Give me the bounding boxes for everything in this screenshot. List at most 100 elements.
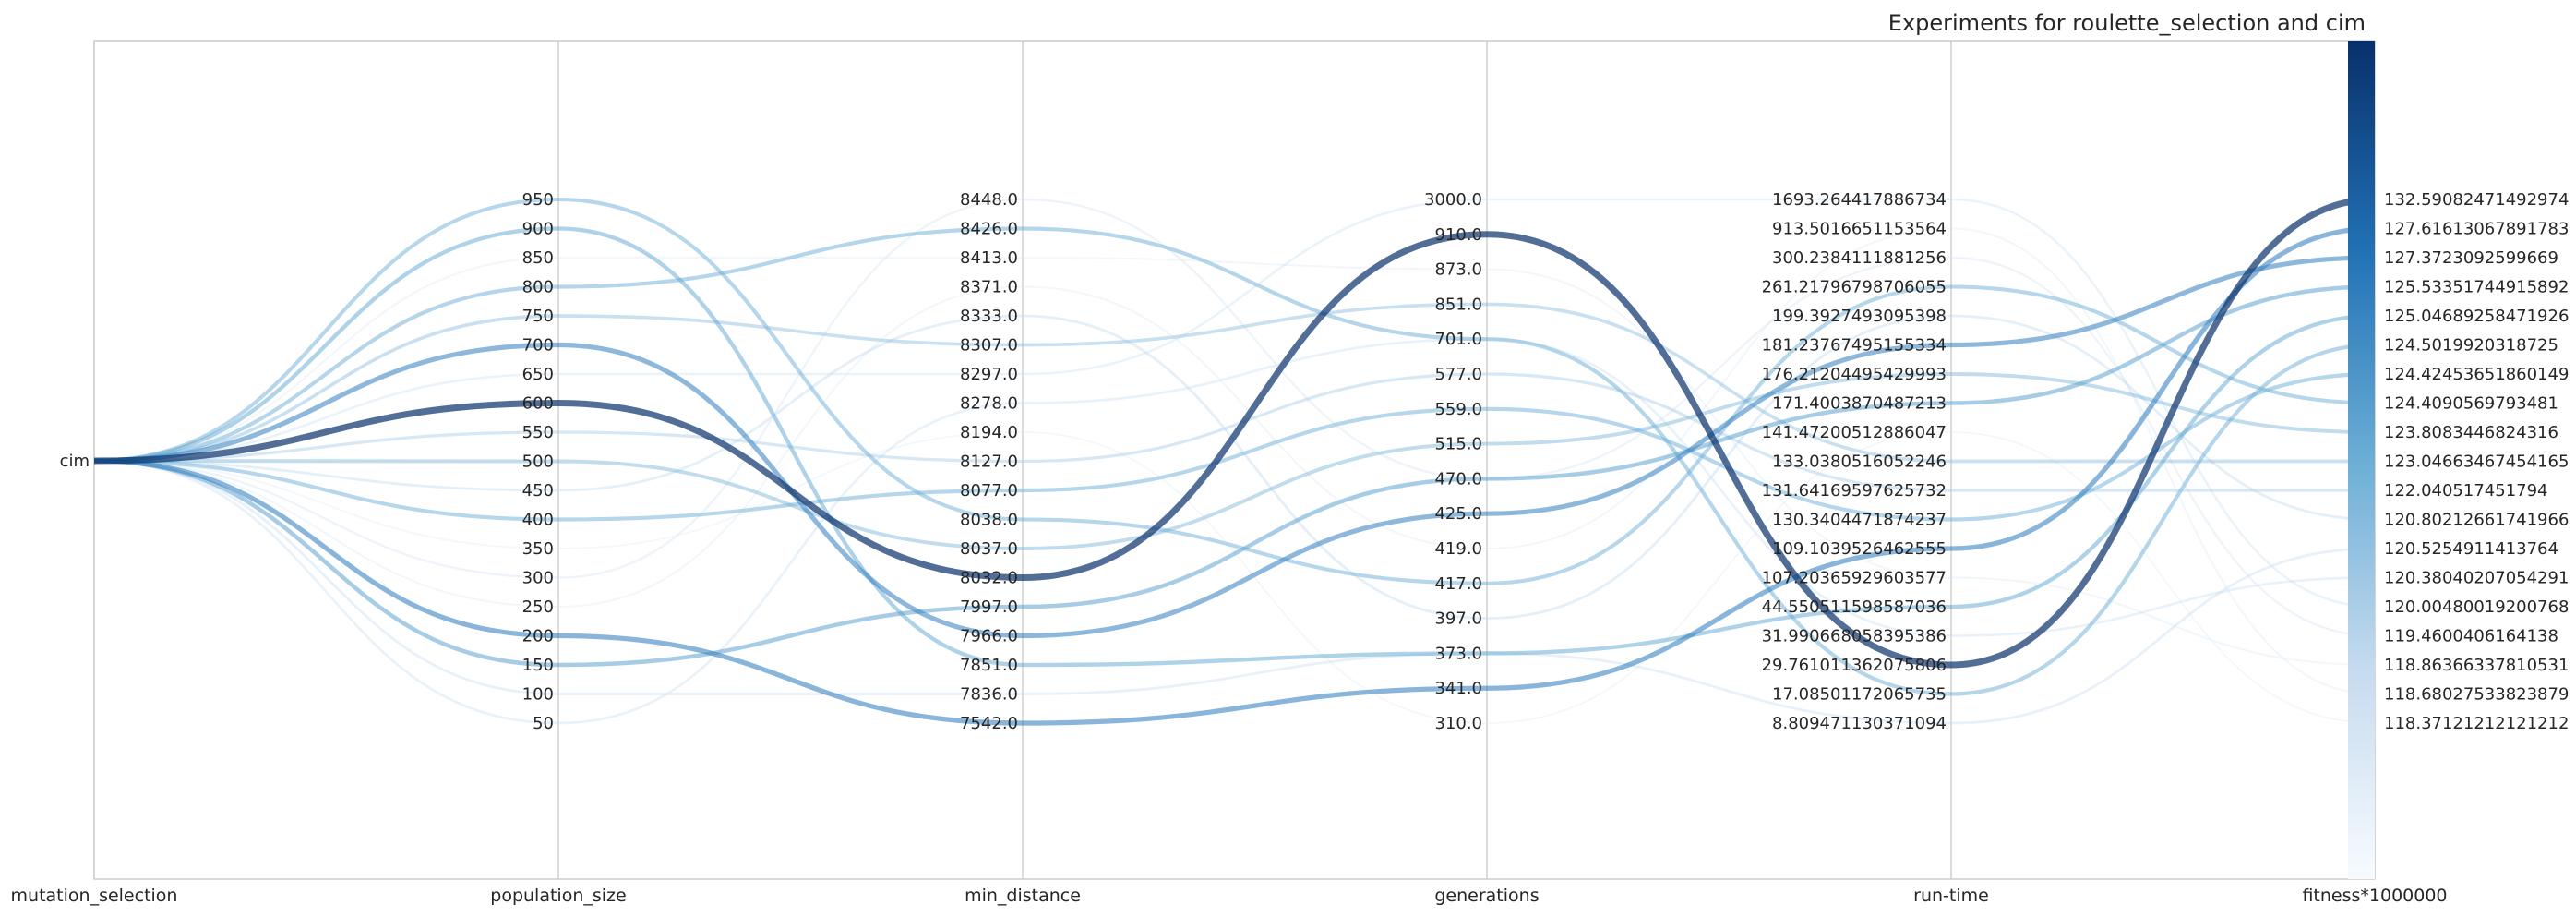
axis-title-generations: generations (1434, 886, 1539, 906)
tick-label: 118.86366337810531 (2384, 656, 2569, 675)
tick-label: 400 (522, 511, 554, 530)
tick-label: 17.08501172065735 (1772, 685, 1947, 705)
tick-label: 130.3404471874237 (1772, 511, 1947, 530)
axis-title-min-distance: min_distance (965, 886, 1081, 906)
tick-label: 119.4600406164138 (2384, 627, 2558, 646)
tick-label: 131.64169597625732 (1762, 481, 1947, 501)
tick-label: 7836.0 (960, 685, 1018, 705)
tick-label: 425.0 (1434, 504, 1482, 524)
colorbar (2348, 41, 2375, 879)
tick-label: 7997.0 (960, 597, 1018, 617)
tick-label: cim (60, 452, 90, 471)
tick-label: 450 (522, 481, 554, 501)
data-line (93, 226, 2376, 668)
tick-label: 559.0 (1434, 400, 1482, 419)
tick-label: 550 (522, 423, 554, 442)
axis-title-population-size: population_size (490, 886, 626, 906)
tick-label: 133.0380516052246 (1772, 452, 1947, 472)
data-line (93, 314, 2376, 621)
tick-label: 8194.0 (960, 423, 1018, 442)
tick-label: 120.38040207054291 (2384, 569, 2569, 588)
data-line (93, 198, 2376, 637)
tick-label: 109.1039526462555 (1772, 539, 1947, 559)
tick-label: 118.37121212121212 (2384, 714, 2569, 733)
tick-label: 124.5019920318725 (2384, 336, 2558, 356)
tick-label: 120.80212661741966 (2384, 511, 2569, 530)
tick-label: 515.0 (1434, 435, 1482, 454)
tick-label: 8297.0 (960, 365, 1018, 384)
tick-label: 470.0 (1434, 469, 1482, 489)
tick-label: 650 (522, 365, 554, 384)
tick-label: 44.550511598587036 (1762, 597, 1947, 617)
data-line (93, 302, 2375, 464)
tick-label: 199.3927493095398 (1772, 307, 1947, 326)
tick-label: 176.21204495429993 (1762, 365, 1947, 384)
axis-title-run-time: run-time (1913, 886, 1989, 906)
tick-label: 124.42453651860149 (2384, 365, 2569, 384)
tick-label: 500 (522, 452, 554, 472)
tick-label: 600 (522, 394, 554, 414)
tick-label: 3000.0 (1424, 190, 1482, 210)
tick-label: 132.59082471492974 (2384, 190, 2569, 210)
tick-label: 125.04689258471926 (2384, 307, 2569, 326)
tick-label: 250 (522, 597, 554, 617)
data-line (93, 255, 2376, 639)
tick-label: 122.040517451794 (2384, 481, 2548, 501)
tick-label: 261.21796798706055 (1762, 278, 1947, 297)
data-line (93, 372, 2376, 550)
tick-label: 171.4003870487213 (1772, 394, 1947, 414)
tick-label: 29.761011362075806 (1762, 656, 1947, 675)
tick-label: 150 (522, 656, 554, 675)
tick-label: 8127.0 (960, 452, 1018, 472)
tick-label: 577.0 (1434, 365, 1482, 384)
tick-label: 8.809471130371094 (1772, 714, 1947, 733)
data-line (93, 225, 2376, 726)
tick-label: 800 (522, 278, 554, 297)
tick-label: 8413.0 (960, 248, 1018, 268)
tick-label: 373.0 (1434, 644, 1482, 663)
data-line (93, 372, 2375, 492)
data-line (93, 196, 2376, 669)
tick-label: 300.2384111881256 (1772, 248, 1947, 268)
tick-label: 8038.0 (960, 511, 1018, 530)
tick-label: 910.0 (1434, 225, 1482, 245)
tick-label: 750 (522, 307, 554, 326)
data-line (93, 459, 2376, 725)
data-line (93, 371, 2376, 522)
tick-label: 950 (522, 190, 554, 210)
tick-label: 120.00480019200768 (2384, 597, 2569, 617)
tick-label: 1693.264417886734 (1772, 190, 1947, 210)
tick-label: 7542.0 (960, 714, 1018, 733)
tick-label: 8371.0 (960, 278, 1018, 297)
tick-label: 125.53351744915892 (2384, 278, 2569, 297)
tick-label: 120.5254911413764 (2384, 539, 2558, 559)
tick-label: 8037.0 (960, 539, 1018, 559)
tick-label: 8333.0 (960, 307, 1018, 326)
tick-label: 419.0 (1434, 539, 1482, 559)
axis-title-mutation-selection: mutation_selection (11, 886, 178, 906)
tick-label: 397.0 (1434, 609, 1482, 629)
tick-label: 7851.0 (960, 656, 1018, 675)
tick-label: 341.0 (1434, 679, 1482, 698)
tick-label: 118.68027533823879 (2384, 685, 2569, 705)
tick-label: 141.47200512886047 (1762, 423, 1947, 442)
tick-label: 8448.0 (960, 190, 1018, 210)
tick-label: 417.0 (1434, 574, 1482, 594)
tick-label: 350 (522, 539, 554, 559)
tick-label: 8278.0 (960, 394, 1018, 414)
tick-label: 8426.0 (960, 220, 1018, 239)
tick-label: 181.23767495155334 (1762, 336, 1947, 356)
tick-label: 124.4090569793481 (2384, 394, 2558, 414)
tick-label: 127.61613067891783 (2384, 220, 2569, 239)
tick-label: 913.5016651153564 (1772, 220, 1947, 239)
data-line (93, 430, 2376, 725)
data-line (93, 284, 2376, 668)
tick-label: 123.04663467454165 (2384, 452, 2569, 472)
data-line (93, 227, 2376, 695)
data-line (93, 337, 2376, 725)
tick-label: 31.990668058395386 (1762, 627, 1947, 646)
tick-label: 8032.0 (960, 569, 1018, 588)
data-line (93, 197, 2376, 585)
tick-label: 701.0 (1434, 330, 1482, 349)
